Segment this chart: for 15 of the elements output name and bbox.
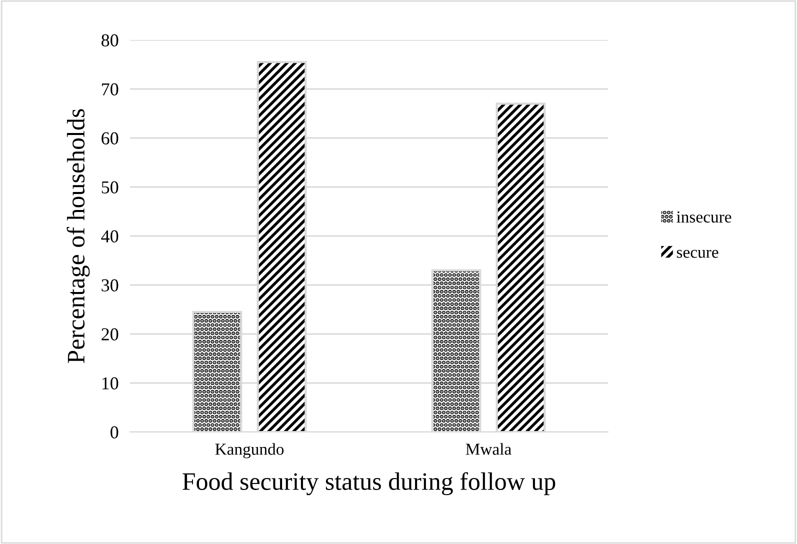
y-tick-label: 30 — [102, 279, 118, 292]
y-axis-title: Percentage of households — [66, 109, 90, 364]
legend-label: secure — [676, 250, 718, 258]
y-tick-label: 80 — [102, 34, 118, 46]
y-tick-label: 20 — [102, 328, 118, 340]
y-tick-label: 40 — [101, 230, 118, 242]
y-tick-label: 50 — [102, 181, 118, 194]
y-tick-label: 10 — [102, 377, 118, 390]
legend-label: insecure — [676, 211, 732, 223]
y-tick-label: 60 — [102, 132, 118, 144]
x-tick-label: Mwala — [466, 443, 512, 455]
y-tick-label: 0 — [110, 426, 118, 438]
y-tick-label: 70 — [102, 83, 118, 96]
x-axis-title: Food security status during follow up — [182, 472, 556, 496]
x-tick-label: Kangundo — [215, 443, 284, 458]
